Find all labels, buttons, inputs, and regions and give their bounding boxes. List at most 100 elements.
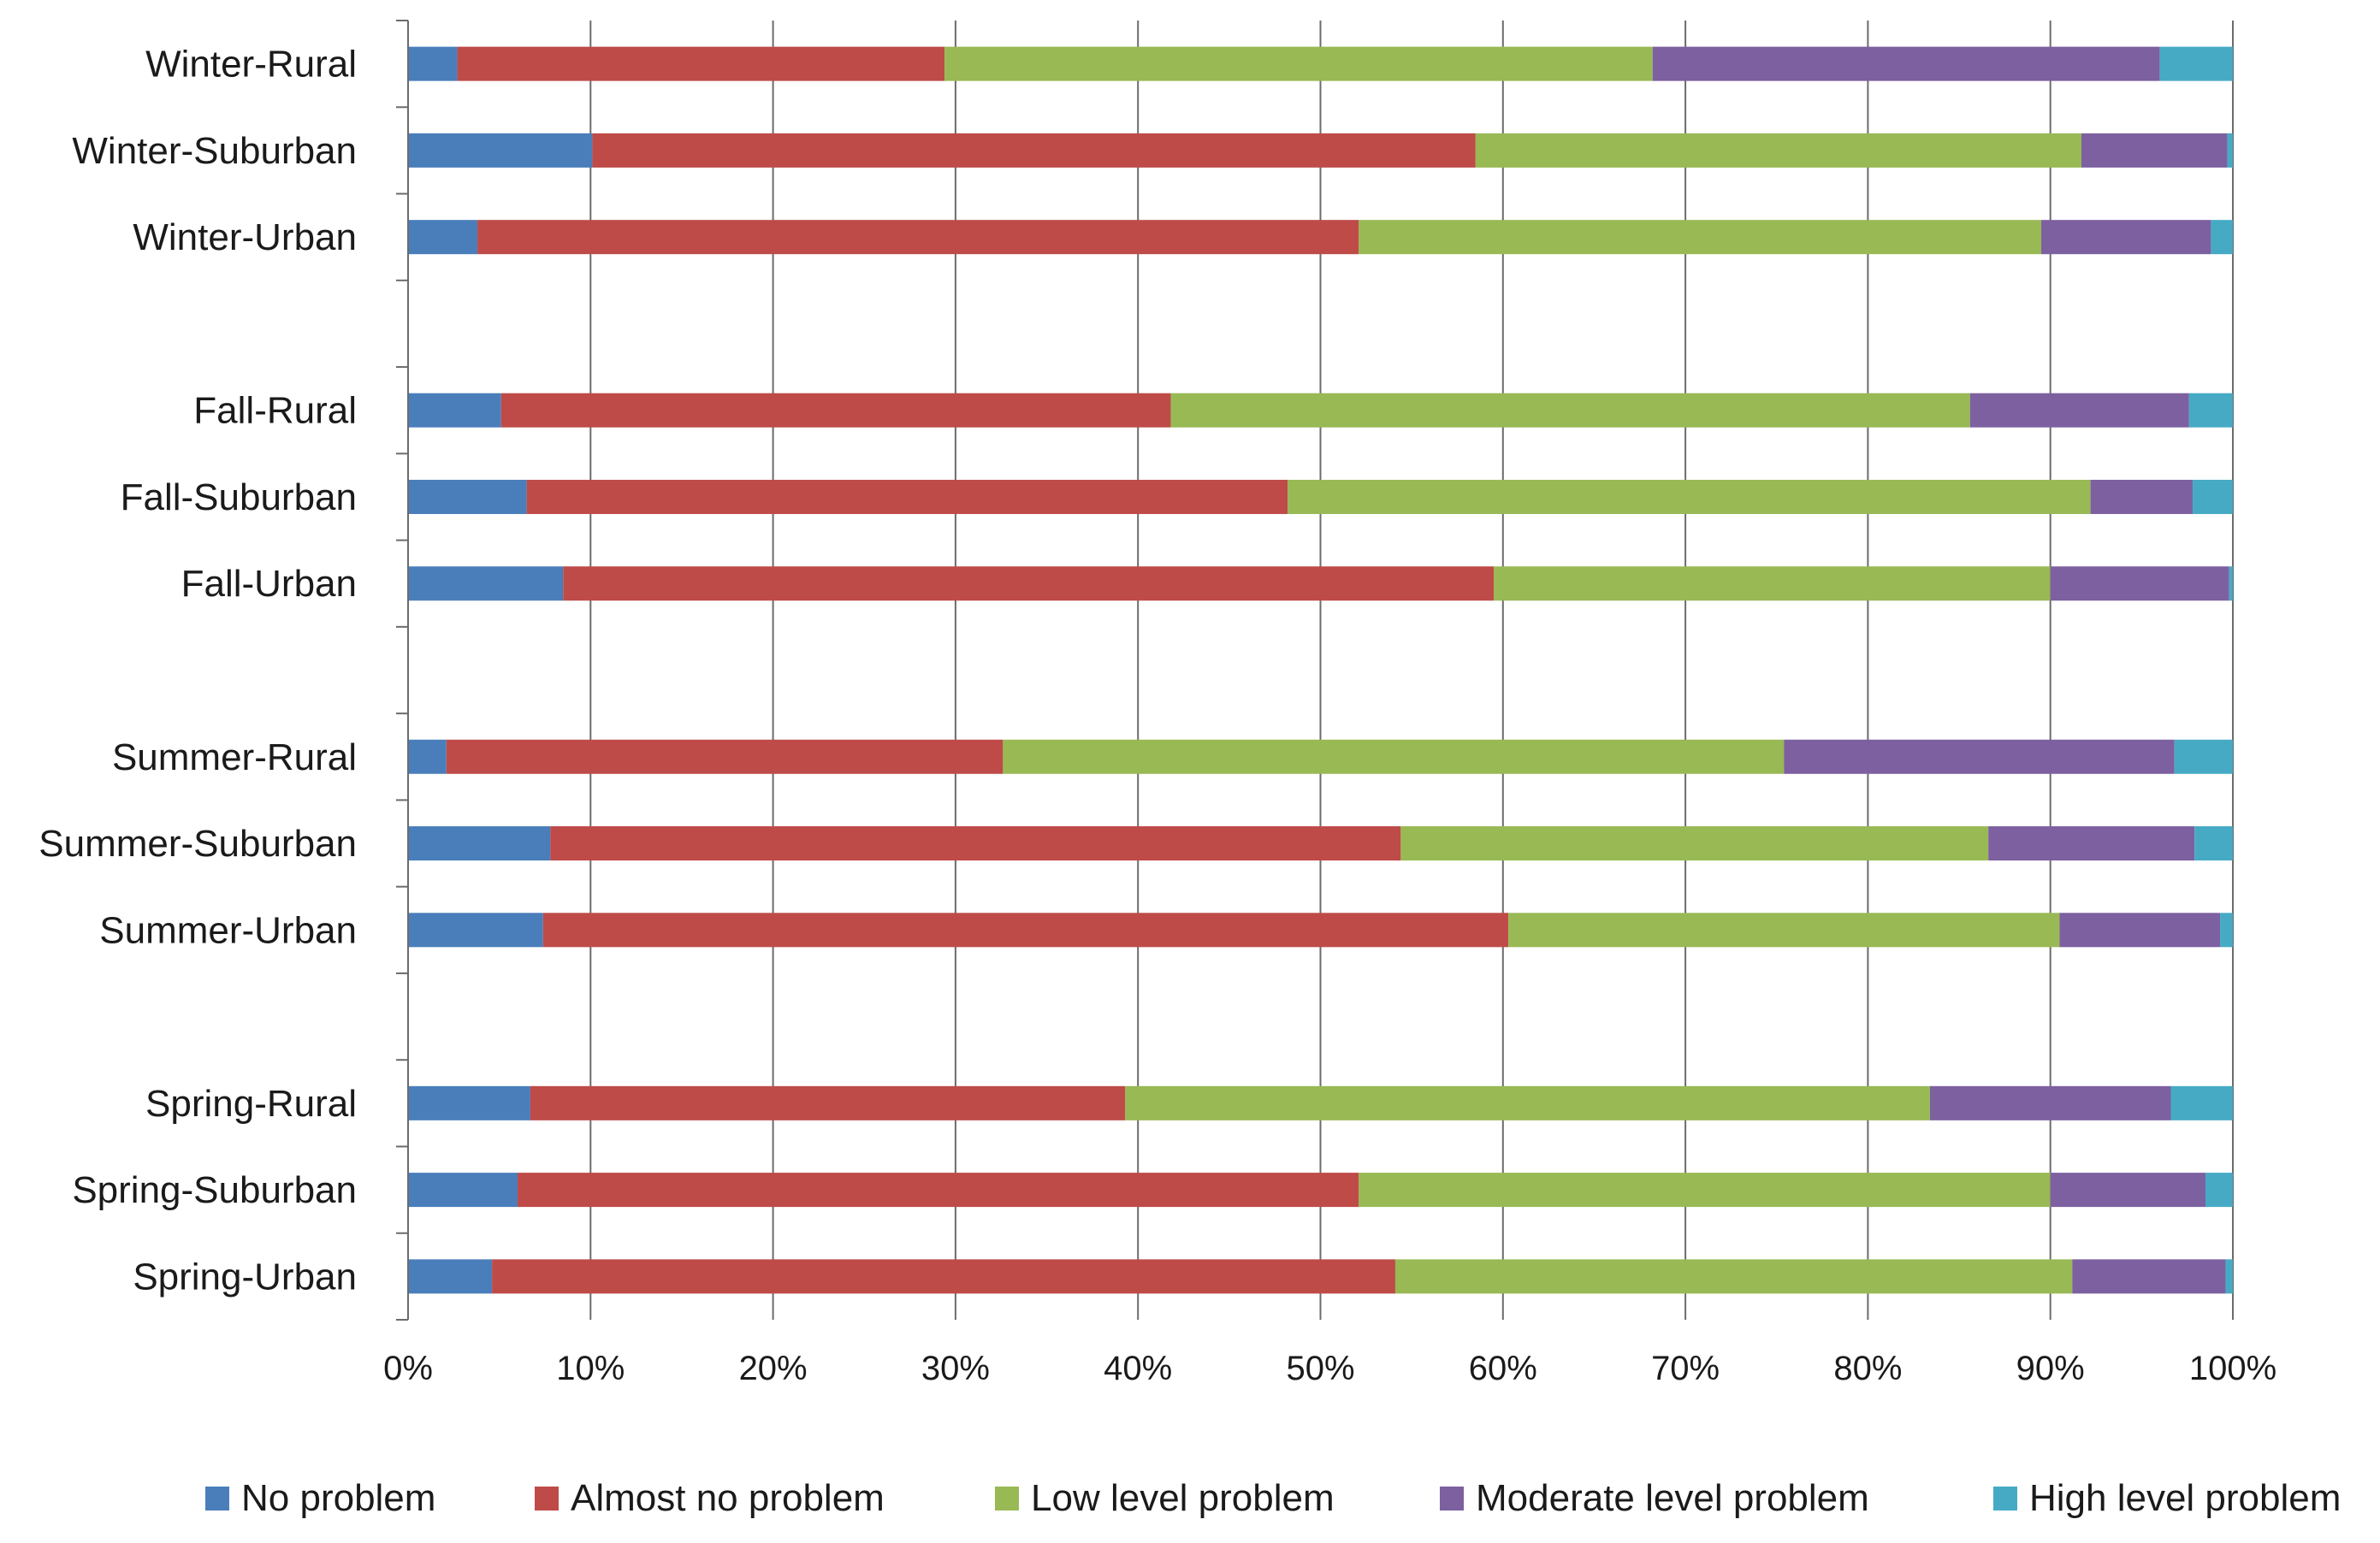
x-tick-label: 0% [383, 1350, 433, 1387]
legend-swatch-high-level-problem [1993, 1487, 2017, 1510]
bar-fall-urban-high-level-problem [2229, 566, 2233, 601]
x-tick-label: 20% [739, 1350, 808, 1387]
bar-spring-suburban-high-level-problem [2205, 1173, 2233, 1208]
legend-swatch-moderate-level-problem [1440, 1487, 1464, 1510]
bar-winter-suburban-moderate-level-problem [2081, 133, 2228, 168]
legend-label-low-level-problem: Low level problem [1031, 1477, 1335, 1519]
bar-winter-suburban-no-problem [408, 133, 593, 168]
x-tick-label: 70% [1651, 1350, 1720, 1387]
bar-fall-urban-no-problem [408, 566, 564, 601]
bar-spring-suburban-no-problem [408, 1173, 518, 1208]
legend: No problem Almost no problem Low level pro… [205, 1477, 2341, 1519]
category-label-fall-suburban: Fall-Suburban [121, 476, 357, 518]
category-label-summer-suburban: Summer-Suburban [38, 823, 357, 865]
legend-label-no-problem: No problem [241, 1477, 435, 1519]
category-label-fall-rural: Fall-Rural [193, 390, 357, 432]
bar-winter-rural-moderate-level-problem [1652, 46, 2160, 81]
category-label-summer-urban: Summer-Urban [99, 909, 357, 951]
bar-winter-rural-almost-no-problem [457, 46, 945, 81]
bar-summer-urban-no-problem [408, 913, 543, 948]
x-tick-label: 40% [1104, 1350, 1172, 1387]
bar-spring-urban-no-problem [408, 1259, 493, 1294]
bar-fall-suburban-almost-no-problem [526, 479, 1288, 514]
bar-fall-rural-moderate-level-problem [1969, 393, 2189, 428]
bar-winter-urban-no-problem [408, 220, 478, 255]
bar-spring-rural-moderate-level-problem [1929, 1085, 2171, 1120]
bar-summer-rural-low-level-problem [1003, 739, 1785, 774]
bar-spring-rural-high-level-problem [2170, 1085, 2233, 1120]
bar-spring-rural-low-level-problem [1125, 1085, 1930, 1120]
bar-summer-suburban-no-problem [408, 826, 551, 861]
bar-spring-rural-no-problem [408, 1085, 530, 1120]
bar-winter-rural-no-problem [408, 46, 458, 81]
category-labels: Winter-Rural Winter-Suburban Winter-Urban F… [38, 44, 357, 1298]
category-label-spring-suburban: Spring-Suburban [72, 1169, 357, 1211]
bar-spring-suburban-almost-no-problem [517, 1173, 1359, 1208]
category-label-summer-rural: Summer-Rural [112, 736, 357, 778]
bar-fall-rural-no-problem [408, 393, 501, 428]
x-tick-labels: 0% 10% 20% 30% 40% 50% 60% 70% 80% 90% 100% [383, 1350, 2276, 1387]
bar-fall-rural-almost-no-problem [500, 393, 1171, 428]
bar-summer-rural-almost-no-problem [446, 739, 1004, 774]
legend-label-moderate-level-problem: Moderate level problem [1476, 1477, 1869, 1519]
bar-summer-suburban-low-level-problem [1400, 826, 1989, 861]
bar-summer-urban-low-level-problem [1508, 913, 2060, 948]
legend-label-almost-no-problem: Almost no problem [571, 1477, 885, 1519]
legend-label-high-level-problem: High level problem [2029, 1477, 2341, 1519]
grid-layer [589, 21, 2234, 1320]
bar-spring-urban-high-level-problem [2225, 1259, 2233, 1294]
x-tick-label: 90% [2016, 1350, 2085, 1387]
bar-fall-urban-almost-no-problem [563, 566, 1495, 601]
category-label-winter-rural: Winter-Rural [145, 44, 357, 86]
bar-fall-rural-low-level-problem [1170, 393, 1970, 428]
bar-summer-suburban-almost-no-problem [550, 826, 1401, 861]
bar-fall-urban-moderate-level-problem [2050, 566, 2229, 601]
category-label-spring-rural: Spring-Rural [145, 1083, 357, 1125]
x-tick-label: 100% [2189, 1350, 2276, 1387]
bar-fall-suburban-moderate-level-problem [2090, 479, 2194, 514]
bar-summer-rural-high-level-problem [2174, 739, 2233, 774]
bar-winter-urban-moderate-level-problem [2041, 220, 2211, 255]
bar-fall-suburban-low-level-problem [1288, 479, 2091, 514]
bar-summer-urban-moderate-level-problem [2059, 913, 2221, 948]
axis-layer [396, 20, 409, 1321]
bar-summer-suburban-moderate-level-problem [1988, 826, 2195, 861]
bar-spring-urban-almost-no-problem [492, 1259, 1395, 1294]
legend-swatch-no-problem [205, 1487, 229, 1510]
bar-winter-urban-almost-no-problem [477, 220, 1359, 255]
category-label-winter-suburban: Winter-Suburban [72, 130, 357, 172]
category-label-winter-urban: Winter-Urban [133, 216, 357, 258]
x-tick-label: 30% [921, 1350, 990, 1387]
bar-winter-suburban-almost-no-problem [592, 133, 1476, 168]
bar-spring-rural-almost-no-problem [530, 1085, 1126, 1120]
bar-spring-urban-moderate-level-problem [2072, 1259, 2226, 1294]
bar-fall-suburban-no-problem [408, 479, 527, 514]
bar-spring-suburban-low-level-problem [1359, 1173, 2051, 1208]
bar-spring-suburban-moderate-level-problem [2050, 1173, 2206, 1208]
bar-winter-suburban-low-level-problem [1475, 133, 2081, 168]
x-tick-label: 80% [1833, 1350, 1902, 1387]
category-label-spring-urban: Spring-Urban [133, 1256, 357, 1298]
x-tick-label: 50% [1286, 1350, 1354, 1387]
bar-spring-urban-low-level-problem [1394, 1259, 2073, 1294]
x-tick-label: 10% [556, 1350, 625, 1387]
bar-winter-rural-low-level-problem [944, 46, 1653, 81]
bar-winter-rural-high-level-problem [2159, 46, 2233, 81]
bar-summer-urban-almost-no-problem [542, 913, 1509, 948]
bar-layer [408, 46, 2233, 1294]
bar-winter-urban-high-level-problem [2211, 220, 2233, 255]
x-tick-label: 60% [1469, 1350, 1537, 1387]
bar-winter-urban-low-level-problem [1359, 220, 2042, 255]
bar-winter-suburban-high-level-problem [2227, 133, 2233, 168]
bar-fall-urban-low-level-problem [1494, 566, 2051, 601]
category-label-fall-urban: Fall-Urban [181, 563, 357, 605]
bar-summer-urban-high-level-problem [2220, 913, 2233, 948]
bar-summer-rural-moderate-level-problem [1784, 739, 2175, 774]
bar-summer-rural-no-problem [408, 739, 447, 774]
bar-fall-suburban-high-level-problem [2193, 479, 2233, 514]
legend-swatch-almost-no-problem [535, 1487, 559, 1510]
bar-fall-rural-high-level-problem [2188, 393, 2233, 428]
bar-summer-suburban-high-level-problem [2194, 826, 2233, 861]
legend-swatch-low-level-problem [995, 1487, 1019, 1510]
